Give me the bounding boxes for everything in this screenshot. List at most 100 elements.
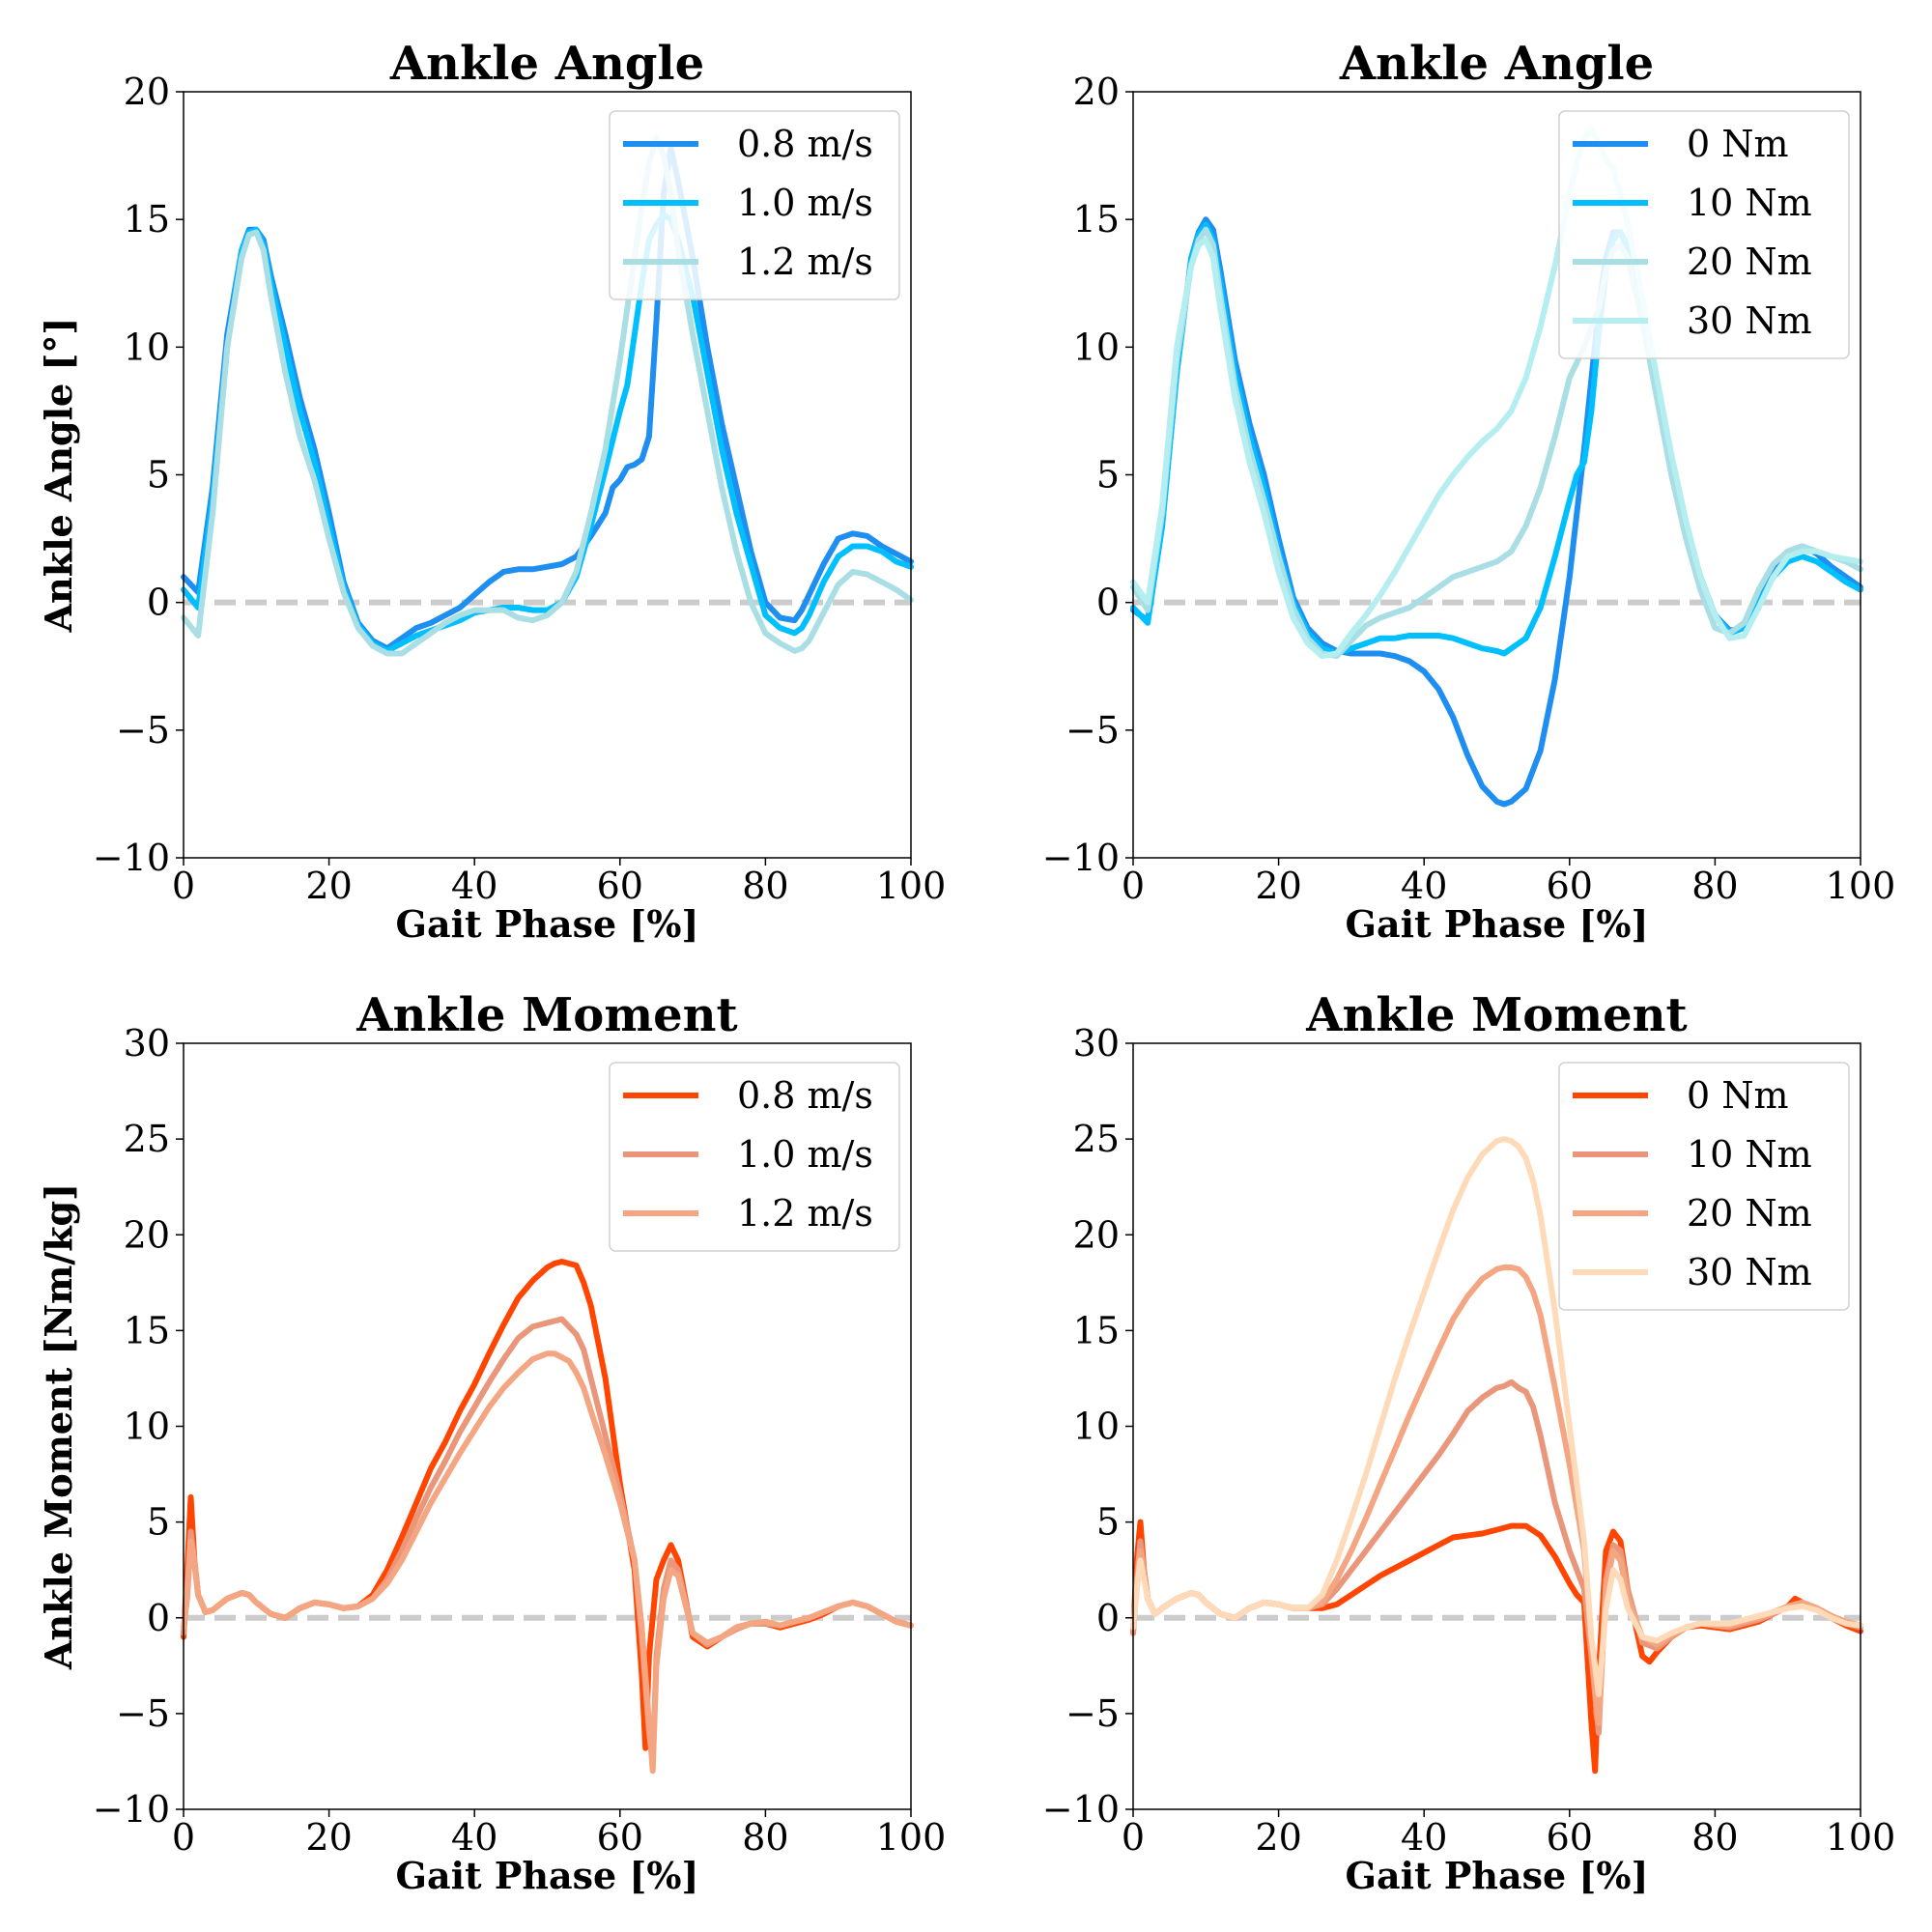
legend-label: 20 Nm — [1687, 241, 1812, 283]
y-tick-label: 0 — [147, 582, 170, 624]
y-tick-label: 20 — [124, 71, 170, 113]
y-tick-label: 20 — [1073, 1213, 1120, 1256]
legend: 0.8 m/s 1.0 m/s 1.2 m/s — [609, 110, 900, 300]
y-tick-label: 10 — [1073, 1406, 1120, 1448]
series-line-4 — [1130, 127, 1863, 660]
x-tick-label: 80 — [742, 865, 788, 907]
x-tick-label: 100 — [1826, 865, 1896, 907]
x-tick-label: 20 — [1255, 865, 1301, 907]
x-tick-label: 80 — [1691, 865, 1738, 907]
series-line-2 — [181, 1316, 914, 1765]
x-tick-label: 60 — [1547, 1816, 1593, 1859]
y-tick-label: 15 — [124, 1309, 170, 1351]
chart-title: Ankle Moment — [1305, 988, 1687, 1042]
y-tick-label: 15 — [1073, 1309, 1120, 1351]
series-line-1 — [1130, 1519, 1863, 1775]
y-tick-label: 0 — [1096, 1597, 1120, 1639]
y-axis-label: Ankle Angle [°] — [37, 318, 80, 634]
y-tick-label: 25 — [124, 1118, 170, 1160]
legend: 0.8 m/s 1.0 m/s 1.2 m/s — [609, 1062, 900, 1252]
legend: 0 Nm 10 Nm 20 Nm 30 Nm — [1558, 1062, 1850, 1311]
legend-frame — [1558, 110, 1850, 359]
x-tick-label: 40 — [451, 1816, 497, 1859]
legend: 0 Nm 10 Nm 20 Nm 30 Nm — [1558, 110, 1850, 359]
legend-label: 0 Nm — [1687, 123, 1789, 165]
y-tick-label: 15 — [124, 198, 170, 241]
x-tick-label: 0 — [1122, 1816, 1145, 1859]
x-axis-label: Gait Phase [%] — [1346, 1854, 1649, 1897]
chart-panel-1: 0 20 40 60 80 100 −10 −5 0 5 10 15 20 Ankle Angle Gait… — [37, 37, 946, 946]
x-tick-label: 20 — [1255, 1816, 1301, 1859]
legend-label: 1.2 m/s — [737, 1192, 873, 1235]
legend-label: 1.0 m/s — [737, 182, 873, 224]
series-line-4 — [1130, 1136, 1863, 1697]
x-tick-label: 80 — [1691, 1816, 1738, 1859]
y-tick-label: 10 — [124, 1406, 170, 1448]
legend-label: 10 Nm — [1687, 182, 1812, 224]
x-tick-label: 40 — [1401, 1816, 1447, 1859]
x-tick-label: 0 — [1122, 865, 1145, 907]
x-tick-label: 40 — [451, 865, 497, 907]
legend-label: 20 Nm — [1687, 1192, 1812, 1235]
series-line-3 — [181, 134, 914, 657]
y-tick-label: −10 — [93, 1788, 170, 1831]
legend-label: 30 Nm — [1687, 1251, 1812, 1293]
series-line-3 — [1130, 1264, 1863, 1726]
legend-label: 0.8 m/s — [737, 123, 873, 165]
y-tick-label: −10 — [93, 837, 170, 879]
legend-frame — [609, 1062, 900, 1252]
y-tick-label: 10 — [1073, 326, 1120, 368]
x-tick-label: 60 — [1547, 865, 1593, 907]
x-axis-label: Gait Phase [%] — [396, 902, 699, 946]
y-tick-label: 15 — [1073, 198, 1120, 241]
chart-title: Ankle Angle — [1339, 37, 1654, 91]
y-tick-label: −5 — [1065, 709, 1120, 752]
legend-label: 1.2 m/s — [737, 241, 873, 283]
y-tick-label: 5 — [1096, 1501, 1120, 1544]
y-tick-label: −10 — [1042, 1788, 1120, 1831]
y-tick-label: −10 — [1042, 837, 1120, 879]
legend-frame — [609, 110, 900, 300]
x-tick-label: 100 — [876, 1816, 947, 1859]
x-tick-label: 0 — [172, 1816, 195, 1859]
y-tick-label: 5 — [147, 1501, 170, 1544]
y-tick-label: 0 — [147, 1597, 170, 1639]
x-tick-label: 60 — [597, 865, 643, 907]
chart-title: Ankle Angle — [389, 37, 704, 91]
legend-label: 0.8 m/s — [737, 1074, 873, 1117]
legend-frame — [1558, 1062, 1850, 1311]
y-tick-label: −5 — [1065, 1692, 1120, 1735]
y-tick-label: 20 — [1073, 71, 1120, 113]
chart-panel-3: 0 20 40 60 80 100 −10 −5 0 5 10 15 20 25 30 Ankle Momen… — [37, 988, 946, 1897]
y-tick-label: −5 — [116, 709, 170, 752]
x-tick-label: 80 — [742, 1816, 788, 1859]
y-tick-label: 25 — [1073, 1118, 1120, 1160]
legend-label: 30 Nm — [1687, 299, 1812, 342]
y-tick-label: 30 — [124, 1022, 170, 1065]
legend-label: 10 Nm — [1687, 1133, 1812, 1176]
legend-label: 1.0 m/s — [737, 1133, 873, 1176]
x-tick-label: 40 — [1401, 865, 1447, 907]
x-axis-label: Gait Phase [%] — [396, 1854, 699, 1897]
y-tick-label: 30 — [1073, 1022, 1120, 1065]
legend-label: 0 Nm — [1687, 1074, 1789, 1117]
x-tick-label: 0 — [172, 865, 195, 907]
y-tick-label: 10 — [124, 326, 170, 368]
y-tick-label: 5 — [1096, 454, 1120, 497]
series-line-1 — [181, 1259, 914, 1751]
y-axis-label: Ankle Moment [Nm/kg] — [37, 1183, 80, 1670]
y-axis-label: Ankle Moment [Nm/kg] — [37, 1183, 80, 1670]
x-tick-label: 20 — [305, 1816, 352, 1859]
y-axis-label: Ankle Angle [°] — [37, 318, 80, 634]
x-tick-label: 100 — [876, 865, 947, 907]
x-tick-label: 20 — [305, 865, 352, 907]
x-tick-label: 100 — [1826, 1816, 1896, 1859]
series-line-2 — [1130, 1378, 1863, 1736]
chart-title: Ankle Moment — [355, 988, 737, 1042]
series-line-3 — [181, 1350, 914, 1775]
x-tick-label: 60 — [597, 1816, 643, 1859]
y-tick-label: 20 — [124, 1213, 170, 1256]
